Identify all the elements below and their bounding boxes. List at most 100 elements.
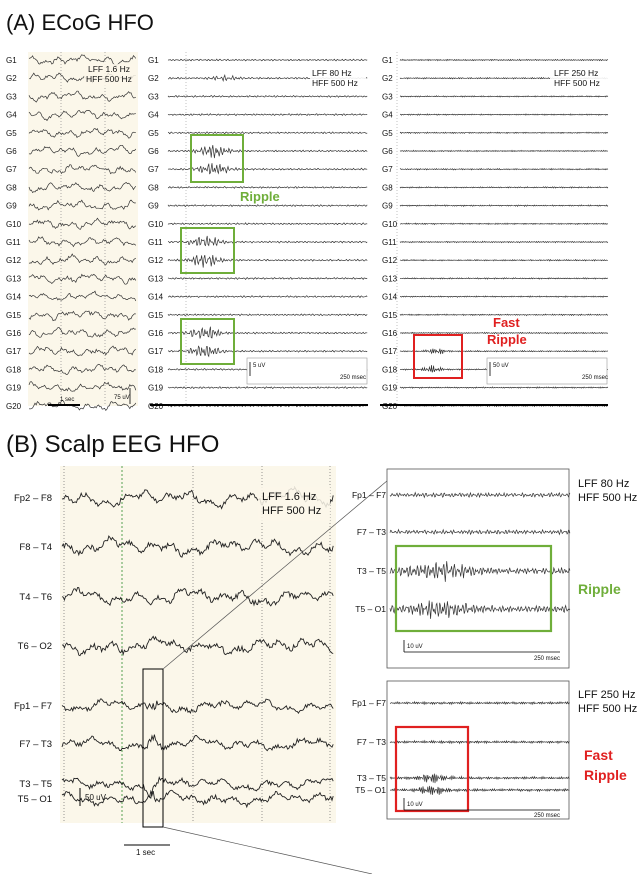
ecog-raw-trace [28,217,137,230]
ecog-channel-label: G16 [148,329,164,338]
ecog-channel-label: G3 [6,92,17,101]
ecog-fr-trace [399,113,609,116]
ecog-channel-label: G15 [382,311,398,320]
ecog-channel-label: G7 [148,165,159,174]
ecog-raw-trace [28,110,136,122]
scalp-raw-trace [61,775,334,799]
ecog-channel-label: G9 [382,202,393,211]
scalp-fr-hff: HFF 500 Hz [578,703,637,715]
scalp-channel-label: T6 – O2 [18,641,52,652]
scalp-fr-lff: LFF 250 Hz [578,689,635,701]
ecog-channel-label: G18 [382,365,398,374]
ecog-ripple-trace [167,222,368,226]
ecog-fr-trace [399,222,609,226]
scalp-fr-amp-scale: 10 uV [407,802,423,808]
ecog-fr-trace [399,149,608,153]
ecog-raw-trace [28,381,137,392]
ecog-channel-label: G5 [6,129,17,138]
scalp-event-window [142,668,164,828]
scalp-fr-trace [390,785,570,795]
ecog-fr-trace [400,295,609,298]
ecog-channel-label: G2 [6,74,17,83]
ecog-channel-label: G9 [6,202,17,211]
ecog-raw-amp-scale: 75 uV [114,395,130,401]
ecog-channel-label: G16 [382,329,398,338]
ecog-channel-label: G20 [6,402,22,411]
ecog-ripple-box [190,134,244,183]
ecog-ripple-trace [167,94,368,98]
ecog-channel-label: G13 [6,274,22,283]
ecog-ripple-amp-scale: 5 uV [253,363,265,369]
ecog-channel-label: G7 [382,165,393,174]
ecog-raw-trace [28,199,136,211]
ecog-channel-label: G3 [382,92,393,101]
ecog-channel-label: G18 [148,365,164,374]
scalp-ripple-trace [389,600,571,619]
ecog-channel-label: G14 [382,293,398,302]
ecog-channel-label: G14 [148,293,164,302]
scalp-raw-lff: LFF 1.6 Hz [262,491,316,503]
ecog-fast-ripple-label-1: Fast [493,315,520,330]
scalp-ripple-channel-label: T5 – O1 [355,604,386,614]
ecog-channel-label: G14 [6,293,22,302]
ecog-ripple-box [180,227,235,274]
scalp-channel-label: Fp2 – F8 [14,493,52,504]
scalp-fr-trace [389,739,570,745]
ecog-channel-label: G4 [6,111,17,120]
ecog-fr-trace [399,131,609,135]
scalp-ripple-channel-label: Fp1 – F7 [352,490,386,500]
ecog-channel-label: G10 [6,220,22,229]
ecog-fr-time-scale: 250 msec [582,375,608,381]
ecog-channel-label: G15 [6,311,22,320]
ecog-channel-label: G18 [6,365,22,374]
ecog-fr-hff: HFF 500 Hz [554,78,600,88]
ecog-raw-trace [28,363,136,375]
ecog-channel-label: G8 [148,183,159,192]
scalp-ripple-label: Ripple [578,581,621,597]
ecog-fr-trace [399,386,609,389]
scalp-fr-channel-label: T3 – T5 [357,773,386,783]
scalp-ripple-channel-label: F7 – T3 [357,527,386,537]
ecog-raw-trace [28,144,137,157]
ecog-raw-trace [28,253,136,266]
ecog-ripple-trace [167,255,368,268]
scalp-channel-label: Fp1 – F7 [14,701,52,712]
ecog-ripple-box [180,318,235,365]
ecog-ripple-label: Ripple [240,189,280,204]
scalp-channel-label: T4 – T6 [19,592,52,603]
ecog-raw-trace [28,290,137,302]
ecog-ripple-scale-box [246,357,368,385]
ecog-channel-label: G12 [382,256,398,265]
ecog-raw-trace [28,164,137,175]
ecog-fast-ripple-label-2: Ripple [487,332,527,347]
ecog-channel-label: G4 [382,111,393,120]
ecog-channel-label: G11 [6,238,21,247]
scalp-raw-hff: HFF 500 Hz [262,505,321,517]
ecog-fr-trace [399,167,609,171]
ecog-channel-label: G6 [6,147,17,156]
scalp-raw-trace [61,535,334,558]
scalp-raw-trace [61,789,334,809]
ecog-channel-label: G6 [382,147,393,156]
zoom-connector [162,826,373,874]
ecog-ripple-filter-bg [310,66,366,90]
scalp-raw-time-scale: 1 sec [136,848,155,857]
ecog-ripple-trace [167,163,368,175]
scalp-ripple-trace [389,528,571,536]
ecog-channel-label: G6 [148,147,159,156]
scalp-ripple-trace [389,561,571,582]
scalp-channel-label: F8 – T4 [19,542,52,553]
ecog-fr-trace [399,58,609,62]
ecog-channel-label: G15 [148,311,164,320]
ecog-channel-label: G5 [148,129,159,138]
ecog-channel-label: G10 [382,220,398,229]
ecog-fr-trace [399,95,609,98]
scalp-channel-label: T3 – T5 [19,779,52,790]
zoom-connector [162,469,401,670]
scalp-fr-channel-label: F7 – T3 [357,737,386,747]
scalp-fast-ripple-label-1: Fast [584,747,613,763]
ecog-raw-trace [28,327,136,338]
ecog-raw-filter-bg [84,64,136,86]
ecog-ripple-trace [167,313,368,317]
ecog-ripple-hff: HFF 500 Hz [312,78,358,88]
